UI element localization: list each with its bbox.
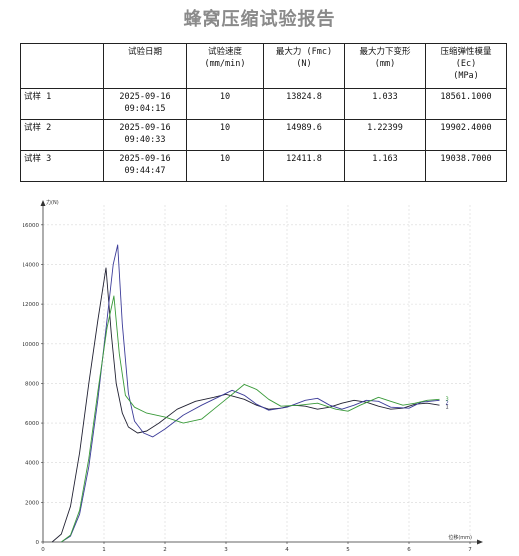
header-max-force: 最大力 (Fmc) (N) [263, 43, 345, 89]
header-modulus: 压缩弹性模量 (Ec) (MPa) [425, 43, 507, 89]
series-end-label: 2 [446, 400, 449, 406]
max-force: 12411.8 [263, 150, 345, 182]
y-tick-label: 4000 [25, 461, 39, 467]
table-row: 试样 1 2025-09-16 09:04:15 10 13824.8 1.033… [20, 88, 507, 120]
x-tick-label: 6 [407, 547, 411, 552]
test-speed: 10 [186, 119, 264, 151]
deformation: 1.22399 [344, 119, 426, 151]
table-row: 试样 3 2025-09-16 09:44:47 10 12411.8 1.163… [20, 150, 507, 182]
modulus: 19038.7000 [425, 150, 507, 182]
x-tick-label: 5 [346, 547, 350, 552]
x-tick-label: 7 [468, 547, 472, 552]
sample-name: 试样 3 [20, 150, 104, 182]
deformation: 1.033 [344, 88, 426, 120]
table-row: 试样 2 2025-09-16 09:40:33 10 14989.6 1.223… [20, 119, 507, 151]
y-tick-label: 10000 [23, 342, 39, 348]
test-speed: 10 [186, 150, 264, 182]
y-axis-label: 力(N) [46, 199, 59, 206]
sample-name: 试样 2 [20, 119, 104, 151]
x-axis-arrow [477, 539, 483, 545]
header-test-date: 试验日期 [103, 43, 187, 89]
max-force: 14989.6 [263, 119, 345, 151]
results-table: 试验日期 试验速度 (mm/min) 最大力 (Fmc) (N) 最大力下变形 (mm… [20, 43, 507, 182]
x-tick-label: 4 [285, 547, 289, 552]
report-title: 蜂窝压缩试验报告 [183, 9, 336, 30]
series-line-1 [51, 267, 440, 543]
y-tick-label: 12000 [23, 302, 39, 308]
y-axis-arrow [40, 200, 46, 206]
x-tick-label: 3 [224, 547, 228, 552]
y-tick-label: 8000 [25, 381, 39, 387]
table-header-row: 试验日期 试验速度 (mm/min) 最大力 (Fmc) (N) 最大力下变形 (mm… [20, 43, 507, 89]
test-datetime: 2025-09-16 09:44:47 [103, 150, 187, 182]
header-test-speed: 试验速度 (mm/min) [186, 43, 264, 89]
test-datetime: 2025-09-16 09:04:15 [103, 88, 187, 120]
series-line-2 [61, 244, 440, 543]
series-end-label: 1 [446, 404, 449, 410]
y-tick-label: 2000 [25, 500, 39, 506]
test-datetime: 2025-09-16 09:40:33 [103, 119, 187, 151]
x-tick-label: 1 [102, 547, 106, 552]
y-tick-label: 6000 [25, 421, 39, 427]
header-sample [20, 43, 104, 89]
test-speed: 10 [186, 88, 264, 120]
chart-container: 0 2000 4000 6000 8000 10000 12000 14000 16000 0 1 2… [22, 197, 503, 556]
deformation: 1.163 [344, 150, 426, 182]
modulus: 19902.4000 [425, 119, 507, 151]
x-axis-label: 位移(mm) [448, 534, 472, 541]
y-tick-label: 0 [36, 540, 40, 546]
x-tick-label: 2 [163, 547, 167, 552]
max-force: 13824.8 [263, 88, 345, 120]
sample-name: 试样 1 [20, 88, 104, 120]
y-tick-label: 14000 [23, 262, 39, 268]
header-deformation: 最大力下变形 (mm) [344, 43, 426, 89]
y-tick-label: 16000 [23, 223, 39, 229]
x-tick-label: 0 [41, 547, 45, 552]
modulus: 18561.1000 [425, 88, 507, 120]
series-end-label: 3 [446, 396, 449, 402]
series-line-3 [61, 295, 440, 543]
